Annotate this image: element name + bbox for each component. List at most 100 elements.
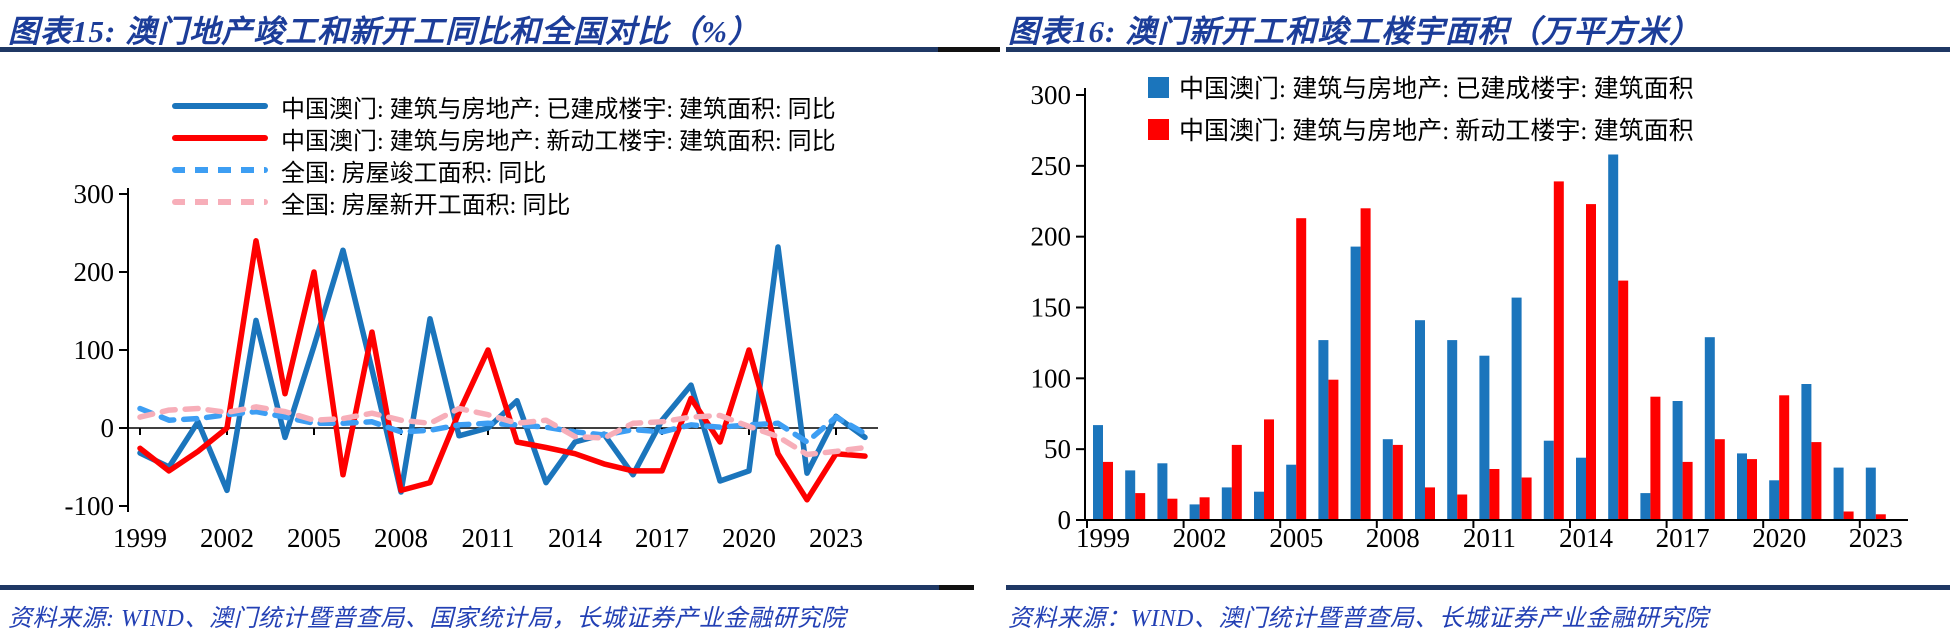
- bar-started: [1650, 396, 1661, 520]
- bar-completed: [1189, 504, 1200, 520]
- right-y-tick-label: 100: [1031, 363, 1072, 393]
- legend-line-sample-macau-completed: [172, 103, 268, 109]
- legend-label: 中国澳门: 建筑与房地产: 新动工楼宇: 建筑面积: [1179, 118, 1694, 145]
- legend-label: 全国: 房屋竣工面积: 同比: [281, 160, 547, 187]
- right-y-tick-label: 0: [1058, 505, 1072, 535]
- right-x-tick-label: 2008: [1366, 523, 1420, 553]
- left-x-tick-label: 2011: [462, 523, 515, 553]
- legend-square-macau-completed: [1148, 76, 1169, 98]
- bar-completed: [1801, 384, 1812, 520]
- left-chart-title: 图表15: 澳门地产竣工和新开工同比和全国对比（%）: [8, 14, 760, 49]
- bar-started: [1843, 511, 1854, 520]
- legend-item: 中国澳门: 建筑与房地产: 已建成楼宇: 建筑面积: [1148, 66, 1694, 108]
- bar-completed: [1672, 401, 1683, 520]
- bar-started: [1360, 208, 1371, 521]
- left-x-tick-label: 2017: [635, 523, 689, 553]
- bar-completed: [1833, 467, 1844, 520]
- left-y-tick-label: 200: [74, 257, 115, 287]
- right-y-tick-label: 50: [1044, 434, 1071, 464]
- bar-started: [1135, 493, 1146, 520]
- left-x-tick-label: 2002: [200, 523, 254, 553]
- right-x-tick-label: 2011: [1463, 523, 1516, 553]
- legend-item: 中国澳门: 建筑与房地产: 已建成楼宇: 建筑面积: 同比: [172, 90, 836, 123]
- right-y-tick-label: 200: [1031, 222, 1072, 252]
- bar-completed: [1479, 355, 1490, 520]
- right-x-tick-label: 2020: [1752, 523, 1806, 553]
- bar-completed: [1286, 464, 1297, 520]
- bar-started: [1747, 459, 1757, 520]
- bar-completed: [1350, 246, 1361, 520]
- legend-square-macau-started: [1148, 118, 1169, 140]
- bar-started: [1714, 439, 1725, 520]
- bar-completed: [1157, 463, 1168, 520]
- left-x-tick-label: 2020: [722, 523, 776, 553]
- bar-completed: [1221, 487, 1232, 520]
- left-x-tick-label: 1999: [113, 523, 167, 553]
- bar-started: [1296, 218, 1307, 520]
- bar-completed: [1447, 340, 1458, 520]
- legend-line-sample-macau-started: [172, 135, 268, 141]
- left-header-rule: [0, 47, 938, 52]
- left-x-tick-label: 2014: [548, 523, 603, 553]
- bar-completed: [1318, 340, 1329, 520]
- left-footer-rule: [0, 585, 939, 590]
- right-x-tick-label: 2002: [1173, 523, 1227, 553]
- left-header-rule-black-tip: [938, 47, 1000, 52]
- bar-started: [1103, 461, 1113, 520]
- bar-started: [1264, 419, 1274, 520]
- line-series-1: [137, 238, 868, 503]
- bar-started: [1779, 395, 1790, 520]
- bar-completed: [1093, 425, 1103, 520]
- right-chart-title: 图表16: 澳门新开工和竣工楼宇面积（万平方米）: [1008, 14, 1702, 49]
- bar-completed: [1254, 491, 1264, 520]
- left-y-tick-label: 100: [74, 335, 115, 365]
- right-y-tick-label: 300: [1031, 80, 1072, 110]
- bar-started: [1586, 204, 1596, 520]
- bar-completed: [1769, 480, 1780, 520]
- right-y-tick-label: 250: [1031, 151, 1072, 181]
- bar-completed: [1415, 320, 1425, 520]
- bar-completed: [1737, 453, 1747, 520]
- bar-started: [1875, 514, 1886, 520]
- bar-completed: [1608, 154, 1619, 520]
- legend-item: 全国: 房屋竣工面积: 同比: [172, 154, 812, 187]
- bar-started: [1167, 498, 1178, 520]
- left-x-tick-label: 2008: [374, 523, 428, 553]
- bar-completed: [1511, 297, 1522, 520]
- bar-started: [1521, 477, 1532, 520]
- bar-started: [1392, 444, 1403, 520]
- left-chart-source: 资料来源: WIND、澳门统计暨普查局、国家统计局，长城证券产业金融研究院: [8, 606, 846, 632]
- left-chart-legend: 中国澳门: 建筑与房地产: 已建成楼宇: 建筑面积: 同比 中国澳门: 建筑与房…: [172, 90, 836, 219]
- legend-item: 全国: 房屋新开工面积: 同比: [172, 186, 812, 219]
- bar-completed: [1382, 439, 1393, 520]
- bar-completed: [1704, 337, 1715, 520]
- bar-completed: [1865, 467, 1876, 520]
- bar-started: [1811, 442, 1822, 520]
- legend-label: 中国澳门: 建筑与房地产: 已建成楼宇: 建筑面积: [1179, 76, 1694, 103]
- legend-line-sample-national-completed: [172, 167, 268, 173]
- legend-item: 中国澳门: 建筑与房地产: 新动工楼宇: 建筑面积: [1148, 108, 1694, 150]
- left-y-tick-label: -100: [65, 491, 115, 521]
- left-x-tick-label: 2005: [287, 523, 341, 553]
- bar-started: [1328, 379, 1339, 520]
- right-x-tick-label: 2014: [1559, 523, 1614, 553]
- bar-completed: [1576, 457, 1586, 520]
- bar-started: [1618, 280, 1629, 520]
- legend-label: 中国澳门: 建筑与房地产: 已建成楼宇: 建筑面积: 同比: [281, 96, 836, 123]
- bar-completed: [1543, 440, 1554, 520]
- line-series-3: [137, 404, 868, 458]
- right-chart-legend: 中国澳门: 建筑与房地产: 已建成楼宇: 建筑面积 中国澳门: 建筑与房地产: …: [1148, 66, 1694, 150]
- right-footer-rule: [1006, 585, 1950, 590]
- right-x-tick-label: 2023: [1849, 523, 1903, 553]
- legend-item: 中国澳门: 建筑与房地产: 新动工楼宇: 建筑面积: 同比: [172, 122, 836, 155]
- bar-completed: [1125, 470, 1136, 520]
- right-chart-source: 资料来源：WIND、澳门统计暨普查局、长城证券产业金融研究院: [1008, 606, 1709, 632]
- left-y-tick-label: 0: [101, 413, 115, 443]
- legend-label: 全国: 房屋新开工面积: 同比: [281, 192, 571, 219]
- right-x-tick-label: 2017: [1656, 523, 1710, 553]
- right-x-tick-label: 1999: [1076, 523, 1130, 553]
- bar-started: [1457, 494, 1468, 520]
- legend-label: 中国澳门: 建筑与房地产: 新动工楼宇: 建筑面积: 同比: [281, 128, 836, 155]
